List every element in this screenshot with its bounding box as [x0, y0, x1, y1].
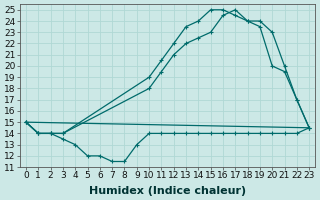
X-axis label: Humidex (Indice chaleur): Humidex (Indice chaleur)	[89, 186, 246, 196]
